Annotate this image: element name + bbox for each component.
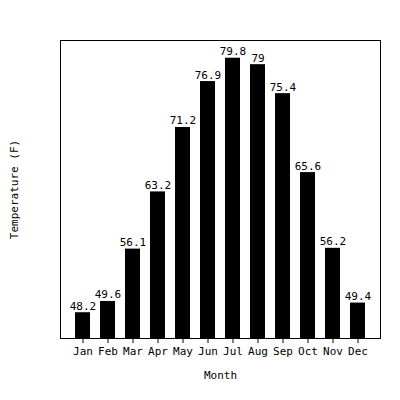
svg-text:Oct: Oct xyxy=(298,345,318,358)
svg-text:56.2: 56.2 xyxy=(320,235,347,248)
svg-text:56.1: 56.1 xyxy=(120,236,147,249)
svg-text:71.2: 71.2 xyxy=(170,114,197,127)
svg-text:65.6: 65.6 xyxy=(295,160,322,173)
svg-text:Month: Month xyxy=(204,369,237,382)
svg-text:Jun: Jun xyxy=(198,345,218,358)
svg-text:48.2: 48.2 xyxy=(70,300,97,313)
svg-text:75.4: 75.4 xyxy=(270,81,297,94)
svg-text:Sep: Sep xyxy=(273,345,293,358)
svg-text:Nov: Nov xyxy=(323,345,343,358)
svg-text:79.8: 79.8 xyxy=(220,45,247,58)
svg-text:Feb: Feb xyxy=(98,345,118,358)
svg-text:63.2: 63.2 xyxy=(145,179,172,192)
svg-text:Jan: Jan xyxy=(73,345,93,358)
svg-text:Mar: Mar xyxy=(123,345,143,358)
svg-text:49.4: 49.4 xyxy=(345,290,372,303)
svg-text:Apr: Apr xyxy=(148,345,168,358)
svg-text:76.9: 76.9 xyxy=(195,69,222,82)
svg-text:May: May xyxy=(173,345,193,358)
svg-text:Temperature (F): Temperature (F) xyxy=(8,140,21,239)
svg-text:Aug: Aug xyxy=(248,345,268,358)
svg-text:Dec: Dec xyxy=(348,345,368,358)
svg-text:Jul: Jul xyxy=(223,345,243,358)
svg-text:79: 79 xyxy=(251,52,264,65)
svg-text:49.6: 49.6 xyxy=(95,288,122,301)
